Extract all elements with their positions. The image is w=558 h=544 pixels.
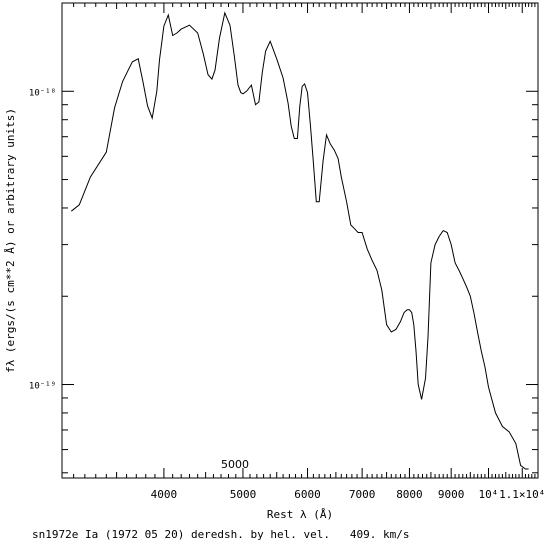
x-tick-label: 7000 [349,488,376,501]
y-tick-label: 10⁻¹⁹ [29,382,56,392]
x-tick-label: 5000 [230,488,257,501]
x-tick-label: 8000 [396,488,423,501]
annotation-label: 5000 [221,458,249,471]
chart-caption: sn1972e Ia (1972 05 20) deredsh. by hel.… [32,528,410,541]
y-axis-label: fλ (ergs/(s cm**2 Å) or arbitrary units) [4,108,17,373]
x-tick-label: 9000 [438,488,465,501]
x-tick-label: 4000 [151,488,178,501]
plot-frame [61,2,539,479]
x-tick-label: 1.1×10⁴ [499,488,545,501]
axis-ticks [62,2,538,478]
tick-labels: 4000 5000 6000 7000 8000 9000 10⁴ 1.1×10⁴ 10⁻¹⁸ 1… [29,88,546,501]
y-tick-label: 10⁻¹⁸ [29,88,56,98]
spectrum-line [70,11,529,470]
x-tick-label: 6000 [294,488,321,501]
x-tick-label: 10⁴ [479,488,499,501]
x-axis-label: Rest λ (Å) [267,508,333,521]
